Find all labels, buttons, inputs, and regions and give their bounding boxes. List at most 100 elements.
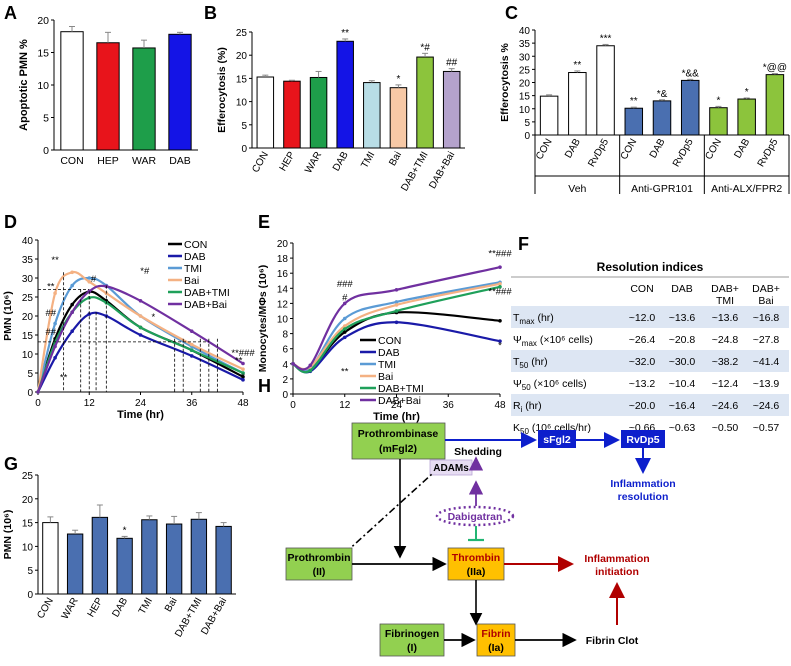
data-point [138, 314, 143, 318]
prothrombinase-box [351, 422, 446, 460]
data-point [241, 371, 245, 375]
bar [416, 56, 434, 149]
table-cell: ~13.9 [753, 378, 780, 390]
bar [165, 523, 183, 595]
data-point [87, 276, 92, 280]
x-tick-label: DAB+TMI [399, 150, 430, 193]
x-tick-label: 12 [339, 400, 351, 411]
table-cell: ~16.4 [669, 400, 696, 412]
x-tick-label: 0 [290, 400, 296, 411]
significance-label: * [241, 372, 245, 383]
significance-label: *# [140, 266, 150, 277]
table-header: DAB+ [711, 283, 739, 295]
y-tick-label: 10 [37, 80, 49, 92]
data-point [70, 310, 74, 315]
prothrombin-label: Prothrombin [288, 552, 351, 564]
group-label: Anti-ALX/FPR2 [711, 183, 782, 195]
x-axis-title: Time (hr) [117, 409, 164, 421]
y-tick-label: 25 [236, 28, 248, 39]
table-row-label: Ψ50 (×10⁶ cells) [513, 378, 587, 392]
y-tick-label: 35 [22, 255, 34, 266]
x-tick-label: CON [60, 155, 83, 167]
data-point [394, 320, 399, 325]
y-tick-label: 20 [236, 51, 248, 62]
significance-label: **### [488, 286, 512, 297]
bar [168, 33, 192, 151]
bar [116, 537, 133, 595]
significance-label: ## [446, 58, 458, 69]
inflammation-initiation-1: Inflammation [584, 553, 649, 565]
y-tick-label: 5 [27, 369, 33, 380]
table-cell: ~0.57 [753, 422, 780, 434]
chart-a-efferocytosis-apoptotic: 0 5 10 15 20 Apoptotic PMN % CON HEP WAR DAB [18, 15, 198, 167]
x-tick-label: DAB [648, 137, 668, 161]
group-label: Veh [568, 183, 586, 195]
y-tick-label: 6 [282, 345, 288, 356]
data-point [53, 321, 57, 326]
data-point [70, 302, 74, 307]
table-row-label: Ψmax (×10⁶ cells) [513, 334, 593, 348]
table-row-label: T50 (hr) [513, 356, 548, 370]
table-header: TMI [716, 295, 734, 307]
x-tick-label: 24 [135, 398, 147, 409]
data-point [308, 363, 313, 368]
data-point [241, 375, 245, 379]
y-tick-label: 30 [519, 52, 531, 63]
table-row-label: Tmax (hr) [513, 312, 554, 326]
significance-label: ** [341, 28, 349, 39]
table-cell: ~24.6 [753, 400, 780, 412]
prothrombin-sub: (II) [313, 566, 326, 578]
x-tick-label: WAR [132, 155, 157, 167]
bar [66, 533, 84, 595]
resolution-indices-table: Resolution indices CON DAB DAB+TMIDAB+BaiT… [511, 258, 789, 438]
y-tick-label: 20 [22, 312, 34, 323]
coagulation-pathway-diagram: Prothrombinase (mFgl2) Shedding sFgl2 Rv… [285, 422, 676, 657]
data-point [189, 348, 194, 353]
significance-label: ** [51, 255, 59, 266]
legend-label: Bai [378, 371, 393, 383]
significance-label: *&& [682, 68, 700, 79]
data-point [70, 283, 74, 288]
y-tick-label: 0 [27, 590, 33, 601]
bar [539, 95, 559, 136]
table-header: Bai [758, 295, 773, 307]
data-point [394, 288, 399, 292]
significance-label: ** [630, 96, 638, 107]
table-cell: ~32.0 [629, 356, 656, 368]
legend-label: TMI [378, 359, 396, 371]
bar [42, 522, 59, 595]
table-cell: ~24.6 [712, 400, 739, 412]
table-cell: ~13.2 [629, 378, 656, 390]
y-tick-label: 10 [22, 350, 34, 361]
significance-label: * [123, 525, 127, 536]
data-point [342, 324, 347, 328]
x-tick-label: CON [250, 150, 271, 175]
table-cell: ~12.0 [629, 312, 656, 324]
x-tick-label: WAR [60, 596, 81, 621]
table-cell: ~16.8 [753, 312, 780, 324]
legend-label: DAB+TMI [184, 287, 230, 299]
x-tick-label: Bai [387, 150, 404, 168]
bar [96, 42, 120, 151]
y-tick-label: 5 [241, 121, 247, 132]
legend-label: DAB [378, 347, 400, 359]
legend-label: DAB+Bai [378, 395, 421, 407]
bar [568, 72, 587, 136]
data-point [342, 327, 347, 331]
inflammation-initiation-2: initiation [595, 566, 639, 578]
rvdp5-label: RvDp5 [626, 434, 659, 446]
y-tick-label: 15 [22, 331, 34, 342]
fibrin-clot-label: Fibrin Clot [586, 635, 639, 647]
fibrin-label: Fibrin [481, 628, 510, 640]
table-cell: ~0.50 [712, 422, 739, 434]
thrombin-sub: (IIa) [467, 566, 486, 578]
table-cell: ~41.4 [753, 356, 780, 368]
significance-label: ** [573, 60, 581, 71]
y-tick-label: 30 [22, 274, 34, 285]
data-point [189, 342, 194, 347]
significance-label: ** [60, 373, 68, 384]
y-tick-label: 25 [519, 65, 531, 76]
table-cell: ~12.4 [712, 378, 739, 390]
y-tick-label: 15 [519, 92, 531, 103]
